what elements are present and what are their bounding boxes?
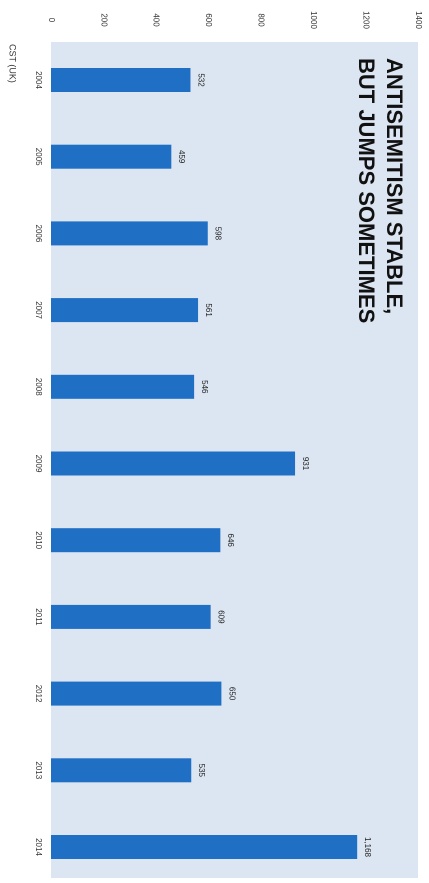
y-tick-label: 800 bbox=[257, 13, 266, 27]
y-tick-label: 400 bbox=[152, 13, 161, 27]
bar bbox=[51, 374, 195, 399]
chart-title-line-1: ANTISEMITISM STABLE, bbox=[382, 58, 407, 314]
bar bbox=[51, 528, 221, 553]
data-label: 650 bbox=[227, 687, 236, 701]
x-tick-label: 2005 bbox=[34, 148, 43, 166]
x-tick-label: 2007 bbox=[34, 301, 43, 319]
bar bbox=[51, 451, 296, 476]
x-tick-label: 2006 bbox=[34, 225, 43, 243]
data-label: 609 bbox=[217, 610, 226, 624]
data-label: 931 bbox=[301, 457, 310, 471]
bar bbox=[51, 835, 358, 859]
x-tick-label: 2004 bbox=[34, 71, 43, 89]
data-label: 535 bbox=[197, 764, 206, 778]
x-tick-label: 2013 bbox=[34, 761, 43, 779]
x-tick-label: 2008 bbox=[34, 378, 43, 396]
source-label: CST (UK) bbox=[8, 44, 18, 83]
bar bbox=[51, 758, 192, 783]
bar bbox=[51, 681, 222, 706]
x-tick-label: 2009 bbox=[34, 455, 43, 473]
y-tick-label: 0 bbox=[47, 18, 56, 23]
y-tick-label: 1200 bbox=[361, 11, 370, 29]
y-tick-label: 200 bbox=[99, 13, 108, 27]
y-tick-label: 1000 bbox=[309, 11, 318, 29]
chart-title-line-2: BUT JUMPS SOMETIMES bbox=[354, 58, 379, 323]
y-tick-label: 600 bbox=[204, 13, 213, 27]
data-label: 532 bbox=[196, 73, 205, 87]
data-label: 646 bbox=[226, 534, 235, 548]
data-label: 1,168 bbox=[363, 837, 372, 858]
bar bbox=[51, 221, 208, 246]
bar bbox=[51, 144, 172, 169]
data-label: 459 bbox=[177, 150, 186, 164]
bar bbox=[51, 68, 191, 92]
data-label: 561 bbox=[204, 303, 213, 317]
bar bbox=[51, 298, 199, 323]
x-tick-label: 2011 bbox=[34, 608, 43, 626]
data-label: 546 bbox=[200, 380, 209, 394]
data-label: 598 bbox=[214, 227, 223, 241]
x-tick-label: 2014 bbox=[34, 838, 43, 856]
bar bbox=[51, 604, 211, 629]
y-tick-label: 1400 bbox=[414, 11, 423, 29]
x-tick-label: 2012 bbox=[34, 685, 43, 703]
x-tick-label: 2010 bbox=[34, 531, 43, 549]
